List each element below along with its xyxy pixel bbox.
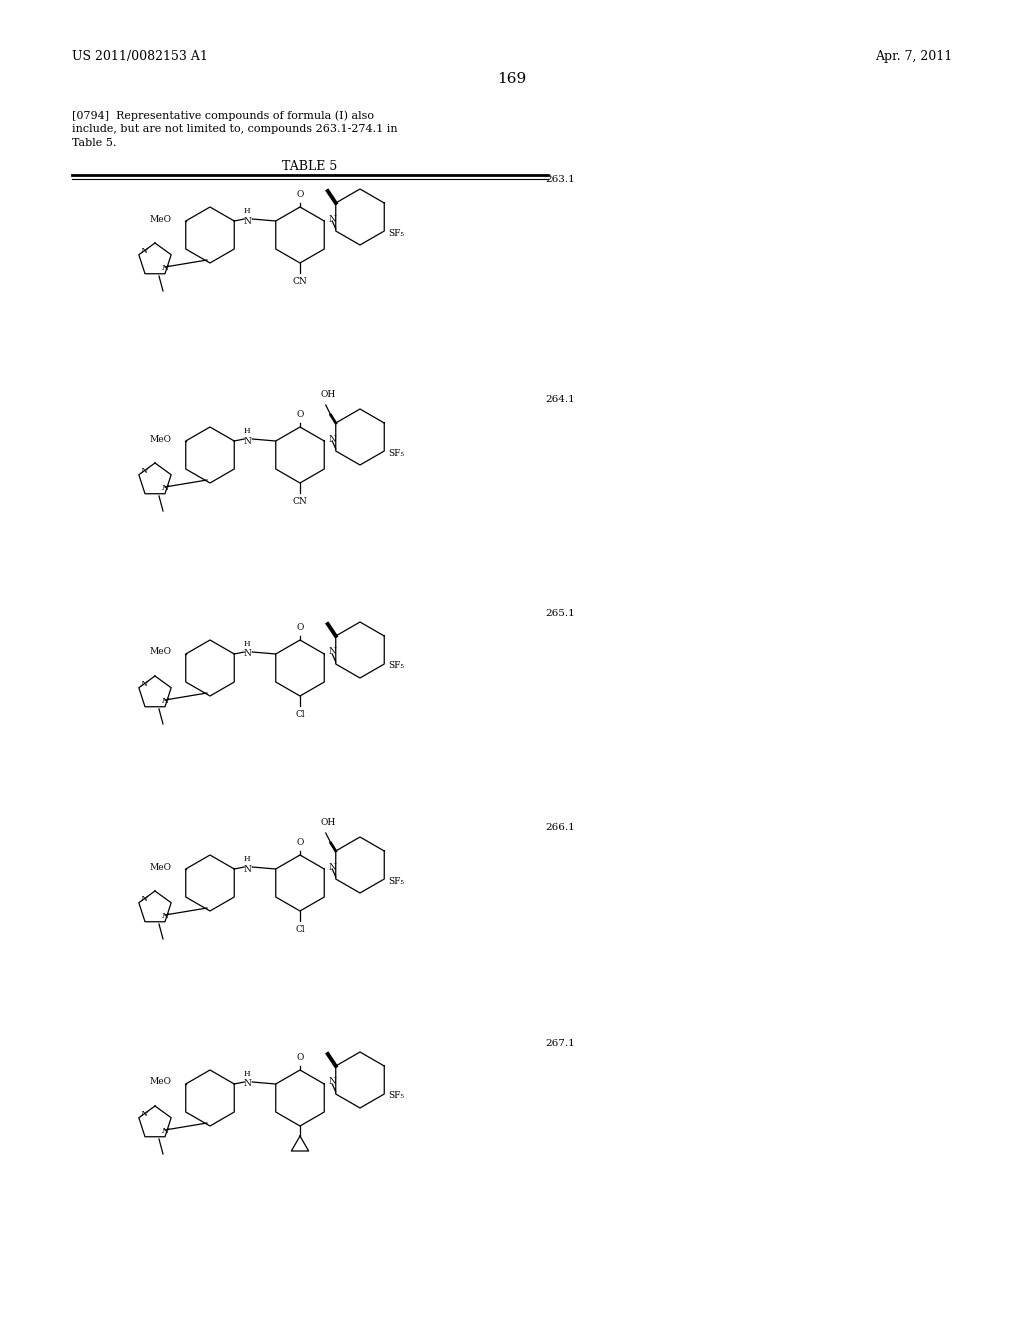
Text: Apr. 7, 2011: Apr. 7, 2011 <box>874 50 952 63</box>
Text: H: H <box>244 640 251 648</box>
Text: SF₅: SF₅ <box>388 228 404 238</box>
Text: H: H <box>244 1071 251 1078</box>
Text: CN: CN <box>293 277 307 286</box>
Text: OH: OH <box>321 818 336 828</box>
Text: O: O <box>296 838 304 847</box>
Text: N: N <box>244 216 251 226</box>
Text: N: N <box>244 865 251 874</box>
Text: N: N <box>162 484 169 492</box>
Text: MeO: MeO <box>150 648 172 656</box>
Text: N: N <box>162 1127 169 1135</box>
Text: 264.1: 264.1 <box>545 396 574 404</box>
Text: H: H <box>244 855 251 863</box>
Text: N: N <box>329 214 336 223</box>
Text: MeO: MeO <box>150 214 172 223</box>
Text: O: O <box>296 1053 304 1063</box>
Text: US 2011/0082153 A1: US 2011/0082153 A1 <box>72 50 208 63</box>
Text: Table 5.: Table 5. <box>72 139 117 148</box>
Text: SF₅: SF₅ <box>388 661 404 671</box>
Text: TABLE 5: TABLE 5 <box>283 160 338 173</box>
Text: N: N <box>162 912 169 920</box>
Text: 266.1: 266.1 <box>545 824 574 833</box>
Text: N: N <box>244 437 251 446</box>
Text: N: N <box>329 434 336 444</box>
Text: SF₅: SF₅ <box>388 1092 404 1101</box>
Text: SF₅: SF₅ <box>388 876 404 886</box>
Text: N: N <box>244 649 251 659</box>
Text: N: N <box>329 1077 336 1086</box>
Text: CN: CN <box>293 498 307 506</box>
Text: O: O <box>296 190 304 199</box>
Text: 169: 169 <box>498 73 526 86</box>
Text: MeO: MeO <box>150 862 172 871</box>
Text: N: N <box>244 1080 251 1089</box>
Text: N: N <box>140 1110 147 1118</box>
Text: 263.1: 263.1 <box>545 176 574 185</box>
Text: N: N <box>140 247 147 255</box>
Text: N: N <box>162 697 169 705</box>
Text: include, but are not limited to, compounds 263.1-274.1 in: include, but are not limited to, compoun… <box>72 124 397 135</box>
Text: OH: OH <box>321 389 336 399</box>
Text: O: O <box>296 411 304 418</box>
Text: H: H <box>244 207 251 215</box>
Text: H: H <box>244 426 251 436</box>
Text: MeO: MeO <box>150 434 172 444</box>
Text: N: N <box>329 648 336 656</box>
Text: SF₅: SF₅ <box>388 449 404 458</box>
Text: MeO: MeO <box>150 1077 172 1086</box>
Text: N: N <box>162 264 169 272</box>
Text: N: N <box>140 680 147 688</box>
Text: N: N <box>329 862 336 871</box>
Text: N: N <box>140 467 147 475</box>
Text: O: O <box>296 623 304 632</box>
Text: Cl: Cl <box>295 710 305 719</box>
Text: 265.1: 265.1 <box>545 609 574 618</box>
Text: 267.1: 267.1 <box>545 1039 574 1048</box>
Text: Cl: Cl <box>295 925 305 935</box>
Text: [0794]  Representative compounds of formula (I) also: [0794] Representative compounds of formu… <box>72 110 374 120</box>
Text: N: N <box>140 895 147 903</box>
